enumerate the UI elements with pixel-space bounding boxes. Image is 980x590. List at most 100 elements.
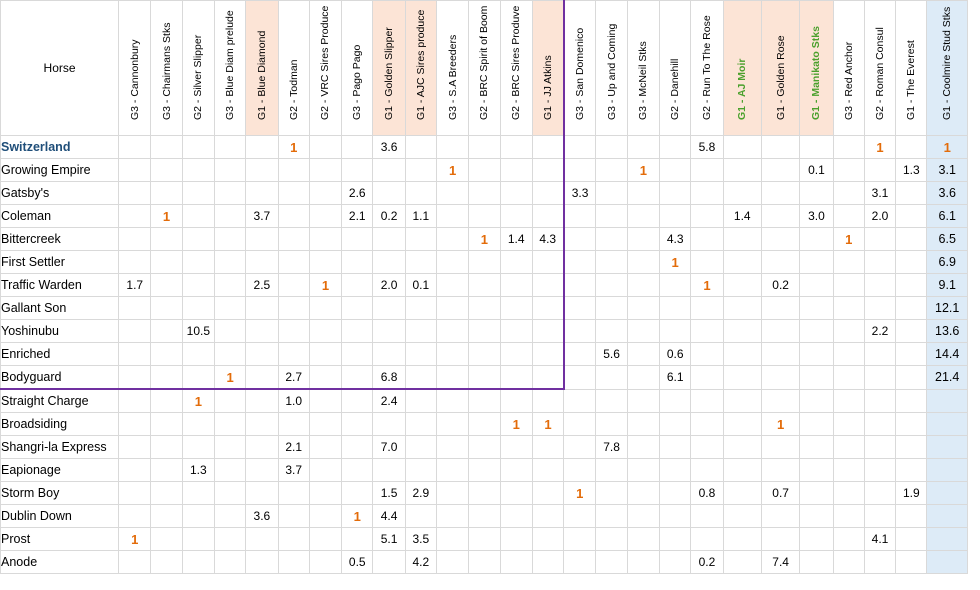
total-cell[interactable] — [926, 458, 968, 482]
result-cell[interactable] — [626, 365, 661, 390]
result-cell[interactable] — [150, 412, 183, 436]
result-cell[interactable] — [213, 527, 247, 551]
result-cell[interactable] — [181, 273, 215, 297]
result-cell[interactable] — [118, 181, 152, 205]
result-cell[interactable]: 5.6 — [595, 342, 628, 366]
result-cell[interactable] — [690, 527, 724, 551]
race-column-header[interactable]: G3 - S.A Breeders — [435, 0, 470, 136]
result-cell[interactable] — [308, 412, 343, 436]
result-cell[interactable] — [531, 135, 565, 159]
result-cell[interactable] — [722, 504, 762, 528]
result-cell[interactable]: 0.5 — [341, 550, 374, 574]
result-cell[interactable]: 1 — [181, 388, 215, 413]
horse-name-cell[interactable]: Bittercreek — [0, 227, 120, 251]
result-cell[interactable] — [245, 550, 279, 574]
result-cell[interactable]: 1.7 — [118, 273, 152, 297]
result-cell[interactable] — [799, 435, 834, 459]
result-cell[interactable] — [435, 504, 470, 528]
result-cell[interactable] — [832, 412, 865, 436]
result-cell[interactable] — [308, 158, 343, 182]
result-cell[interactable] — [895, 319, 928, 343]
result-cell[interactable] — [832, 319, 865, 343]
result-cell[interactable] — [832, 481, 865, 505]
total-cell[interactable]: 21.4 — [926, 365, 968, 390]
result-cell[interactable] — [531, 527, 565, 551]
result-cell[interactable] — [690, 412, 724, 436]
result-cell[interactable] — [245, 342, 279, 366]
result-cell[interactable] — [435, 435, 470, 459]
total-cell[interactable]: 13.6 — [926, 319, 968, 343]
result-cell[interactable]: 1 — [690, 273, 724, 297]
result-cell[interactable] — [404, 458, 437, 482]
result-cell[interactable]: 7.0 — [372, 435, 406, 459]
result-cell[interactable] — [213, 296, 247, 320]
result-cell[interactable] — [895, 412, 928, 436]
result-cell[interactable] — [563, 504, 597, 528]
race-column-header[interactable]: G2 - Todman — [277, 0, 310, 136]
result-cell[interactable] — [118, 550, 152, 574]
result-cell[interactable] — [895, 204, 928, 228]
horse-name-cell[interactable]: First Settler — [0, 250, 120, 274]
result-cell[interactable] — [150, 296, 183, 320]
result-cell[interactable]: 0.2 — [372, 204, 406, 228]
result-cell[interactable]: 3.7 — [277, 458, 310, 482]
result-cell[interactable] — [722, 527, 762, 551]
result-cell[interactable] — [690, 227, 724, 251]
result-cell[interactable] — [118, 250, 152, 274]
horse-name-cell[interactable]: Broadsiding — [0, 412, 120, 436]
result-cell[interactable] — [863, 158, 897, 182]
result-cell[interactable] — [531, 158, 565, 182]
result-cell[interactable] — [308, 388, 343, 413]
result-cell[interactable] — [722, 250, 762, 274]
total-cell[interactable]: 1 — [926, 135, 968, 159]
result-cell[interactable] — [659, 388, 692, 413]
result-cell[interactable] — [181, 342, 215, 366]
result-cell[interactable] — [499, 319, 533, 343]
result-cell[interactable] — [468, 412, 501, 436]
result-cell[interactable] — [832, 204, 865, 228]
result-cell[interactable] — [213, 342, 247, 366]
race-column-header[interactable]: G2 - VRC Sires Produce — [308, 0, 343, 136]
result-cell[interactable] — [799, 181, 834, 205]
result-cell[interactable] — [372, 296, 406, 320]
result-cell[interactable] — [341, 481, 374, 505]
result-cell[interactable] — [404, 412, 437, 436]
result-cell[interactable] — [499, 342, 533, 366]
result-cell[interactable]: 1.4 — [722, 204, 762, 228]
result-cell[interactable] — [760, 319, 801, 343]
race-column-header[interactable]: G3 - San Domenico — [563, 0, 597, 136]
result-cell[interactable] — [468, 435, 501, 459]
result-cell[interactable] — [832, 273, 865, 297]
result-cell[interactable] — [213, 204, 247, 228]
result-cell[interactable] — [626, 435, 661, 459]
result-cell[interactable]: 6.1 — [659, 365, 692, 390]
horse-name-cell[interactable]: Dublin Down — [0, 504, 120, 528]
result-cell[interactable] — [277, 227, 310, 251]
result-cell[interactable] — [118, 481, 152, 505]
result-cell[interactable] — [863, 458, 897, 482]
result-cell[interactable] — [277, 204, 310, 228]
result-cell[interactable] — [626, 227, 661, 251]
result-cell[interactable] — [595, 319, 628, 343]
result-cell[interactable] — [760, 527, 801, 551]
result-cell[interactable] — [722, 435, 762, 459]
result-cell[interactable] — [832, 458, 865, 482]
result-cell[interactable] — [832, 435, 865, 459]
result-cell[interactable] — [341, 527, 374, 551]
result-cell[interactable] — [863, 342, 897, 366]
result-cell[interactable] — [499, 388, 533, 413]
result-cell[interactable]: 1 — [277, 135, 310, 159]
result-cell[interactable] — [181, 135, 215, 159]
result-cell[interactable] — [468, 135, 501, 159]
result-cell[interactable] — [277, 158, 310, 182]
race-column-header[interactable]: G3 - Chairmans Stks — [150, 0, 183, 136]
result-cell[interactable] — [118, 458, 152, 482]
result-cell[interactable] — [895, 273, 928, 297]
result-cell[interactable] — [435, 204, 470, 228]
result-cell[interactable] — [308, 204, 343, 228]
total-cell[interactable] — [926, 527, 968, 551]
result-cell[interactable] — [499, 458, 533, 482]
result-cell[interactable] — [799, 273, 834, 297]
race-column-header[interactable]: G3 - McNeil Stks — [626, 0, 661, 136]
total-cell[interactable]: 12.1 — [926, 296, 968, 320]
